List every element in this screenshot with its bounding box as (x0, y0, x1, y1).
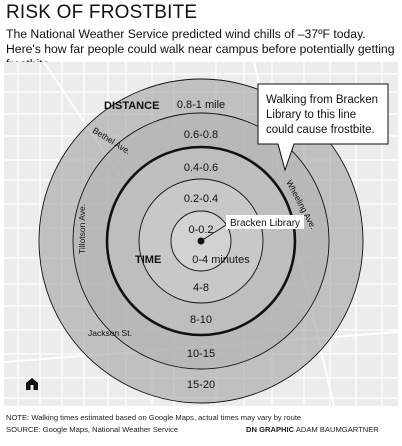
ring-outline (170, 210, 232, 272)
distance-label: 0.4-0.6 (184, 162, 218, 174)
distance-label: 0.2-0.4 (184, 193, 218, 205)
distance-label: 0.6-0.8 (184, 129, 218, 141)
time-label: 4-8 (193, 282, 209, 294)
time-header: TIME (135, 254, 161, 266)
ring-outlines (38, 78, 364, 404)
home-icon (26, 378, 38, 390)
center-leader-line (200, 224, 227, 242)
time-label: 15-20 (187, 379, 215, 391)
credit-name: ADAM BAUMGARTNER (295, 425, 379, 434)
ring-outline (72, 112, 330, 370)
street-label-tillotson: Tillotson Ave. (77, 204, 87, 254)
campus-map: Bethel Ave. Tillotson Ave. Wheeling Ave.… (4, 62, 398, 406)
distance-header: DISTANCE (104, 100, 159, 112)
street-label-jackson: Jackson St. (88, 328, 132, 338)
credit-label: DN GRAPHIC (246, 425, 295, 434)
callout-box (257, 83, 389, 172)
callout-line: Walking from Bracken (266, 94, 378, 106)
time-label: 8-10 (190, 314, 212, 326)
distance-label: 0.8-1 mile (177, 99, 225, 111)
footer-note: NOTE: Walking times estimated based on G… (6, 413, 302, 422)
time-label: 0-4 minutes (192, 254, 250, 266)
ring-outline (138, 178, 264, 304)
ring-outline (38, 78, 364, 404)
footer-source: SOURCE: Google Maps, National Weather Se… (6, 425, 179, 434)
footer-row: SOURCE: Google Maps, National Weather Se… (6, 425, 398, 434)
center-label: Bracken Library (230, 218, 300, 229)
page-title: RISK OF FROSTBITE (6, 2, 198, 23)
distance-label: 0-0.2 (188, 224, 213, 236)
map-panel: Bethel Ave. Tillotson Ave. Wheeling Ave.… (4, 62, 398, 406)
time-label: 10-15 (187, 348, 215, 360)
footer-credit: DN GRAPHIC ADAM BAUMGARTNER (246, 425, 379, 434)
callout-line: Library to this line (266, 109, 356, 121)
center-label-box (226, 215, 304, 229)
callout-line: could cause frostbite. (266, 124, 375, 136)
frostbite-boundary-ring (105, 145, 297, 337)
